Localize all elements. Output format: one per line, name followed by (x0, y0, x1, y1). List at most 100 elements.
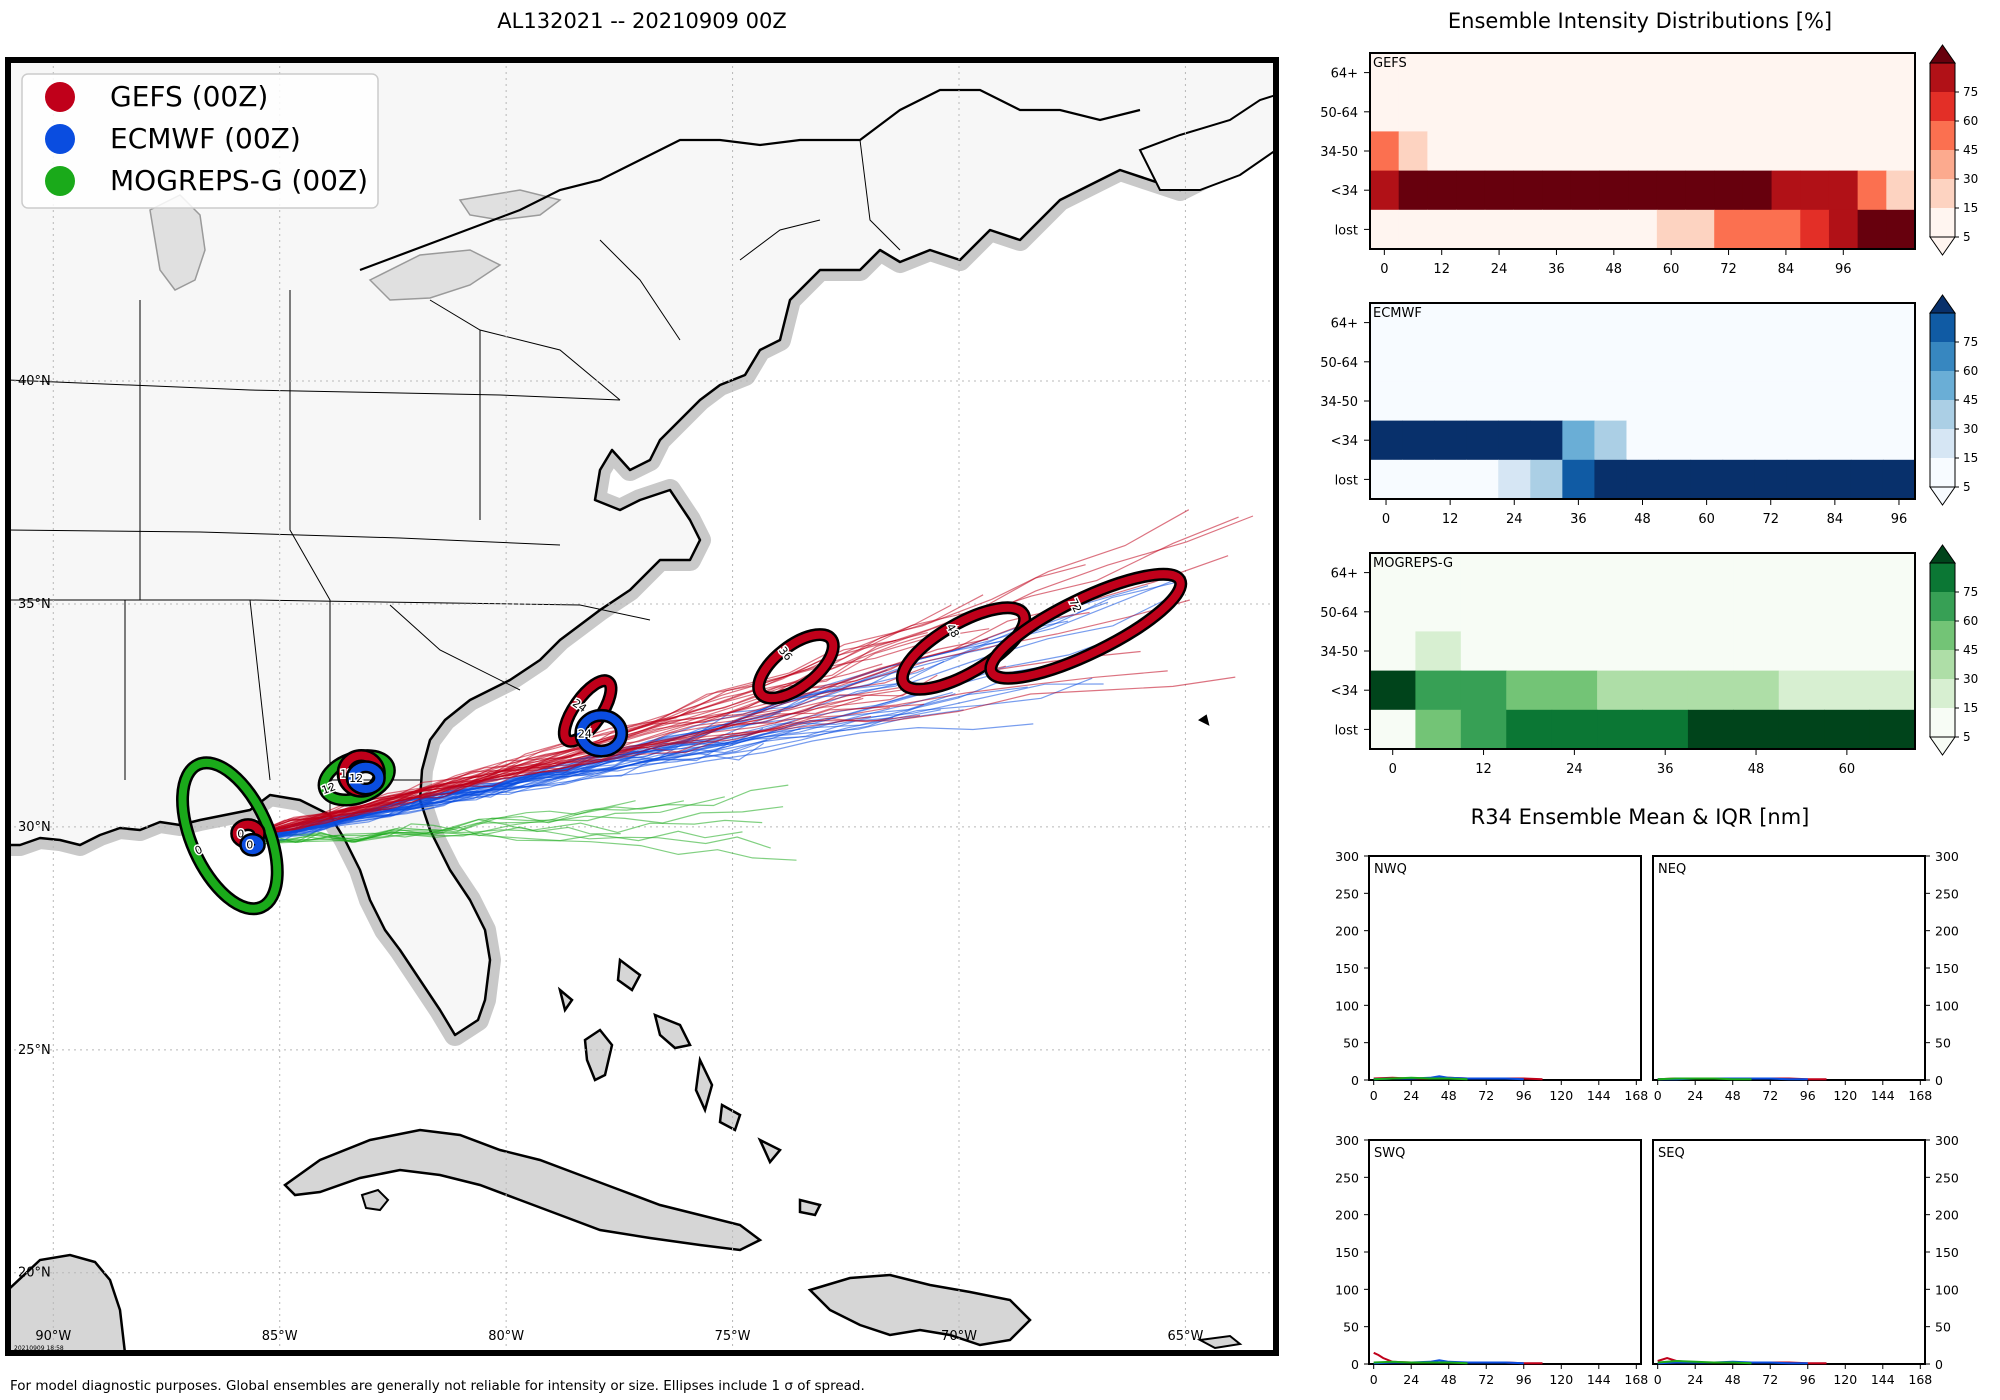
ecmwf-legend-marker (45, 124, 75, 154)
ensemble-member-track (252, 683, 1104, 841)
heatmap-cell (1685, 131, 1715, 172)
heatmap-cell (1562, 303, 1595, 343)
heatmap-cell (1778, 631, 1825, 672)
heatmap-cell (1778, 553, 1825, 593)
heatmap-cell (1754, 303, 1788, 343)
heatmap-cell (1742, 92, 1773, 132)
heatmap-cell (1828, 209, 1859, 250)
heatmap-cell (1869, 592, 1916, 632)
heatmap-cell (1690, 342, 1724, 382)
heatmap-cell (1562, 381, 1595, 422)
heatmap-cell (1597, 553, 1643, 593)
map-title: AL132021 -- 20210909 00Z (497, 9, 786, 33)
heatmap-cell (1886, 53, 1916, 93)
heatmap-cell (1857, 92, 1887, 132)
forecast-hour-label: 0 (1654, 1372, 1662, 1387)
r34-series-line (1373, 1360, 1468, 1365)
colorbar-segment (1930, 400, 1955, 429)
ensemble-member-track (238, 800, 685, 844)
heatmap-cell (1460, 592, 1507, 632)
r34-series-line (1657, 1359, 1752, 1365)
intensity-row-label: 50-64 (1320, 356, 1358, 371)
heatmap-cell (1626, 381, 1660, 422)
heatmap-cell (1869, 670, 1916, 711)
ellipse-hour-label: 0 (246, 839, 253, 852)
heatmap-cell (1886, 170, 1916, 211)
r34-swq-panel[interactable]: SWQ 0 24 48 72 96 120 144 168 0 50 100 150 200 250 300 (1335, 1133, 1648, 1387)
ellipse-hour-label: 12 (320, 780, 338, 797)
heatmap-model-label: ECMWF (1373, 306, 1422, 321)
heatmap-cell (1628, 53, 1658, 93)
mogreps-intensity-panel[interactable]: MOGREPS-G 64+ 50-64 34-50 <34 lost 0 12 24 36 48 60… (1320, 544, 1978, 777)
r34-nwq-panel[interactable]: NWQ 0 24 48 72 96 120 144 168 0 50 100 150 200 250 300 (1335, 849, 1648, 1103)
radius-tick-label: 100 (1935, 998, 1959, 1013)
heatmap-cell (1398, 209, 1428, 250)
heatmap-cell (1733, 670, 1780, 711)
radius-tick-label: 300 (1935, 849, 1959, 864)
heatmap-cell (1628, 92, 1658, 132)
heatmap-cell (1370, 459, 1403, 500)
ellipse-ring (576, 711, 626, 756)
ellipse-hour-label: 12 (349, 772, 363, 785)
gefs-intensity-panel[interactable]: GEFS 64+ 50-64 34-50 <34 lost 0 12 24 36 48 60 72 84 9… (1320, 44, 1978, 277)
lat-tick-label: 30°N (18, 820, 51, 835)
colorbar-segment (1930, 208, 1955, 237)
ensemble-member-track (247, 676, 1236, 837)
forecast-hour-label: 120 (1833, 1088, 1857, 1103)
map-tick-labels: 90°W 85°W 80°W 75°W 70°W 65°W 20°N 25°N 30°N 35°N… (18, 374, 1204, 1344)
heatmap-cell (1427, 170, 1457, 211)
r34-plot-frame (1368, 855, 1642, 1081)
heatmap-cell (1786, 303, 1820, 343)
heatmap-cell (1642, 670, 1689, 711)
forecast-hour-label: 144 (1587, 1372, 1611, 1387)
lat-tick-label: 35°N (18, 597, 51, 612)
cuba (283, 1128, 763, 1252)
heatmap-cell (1714, 53, 1744, 93)
colorbar-segment (1930, 621, 1955, 650)
forecast-hour-label: 24 (1506, 512, 1523, 527)
colorbar-tick-label: 5 (1963, 230, 1971, 244)
r34-series-line (1373, 1076, 1468, 1081)
lat-tick-label: 40°N (18, 374, 51, 389)
heatmap-cell (1656, 131, 1687, 172)
heatmap-cell (1722, 342, 1756, 382)
forecast-hour-label: 60 (1698, 512, 1715, 527)
ellipse-ring (178, 758, 282, 913)
forecast-hour-label: 48 (1441, 1372, 1457, 1387)
ellipse-ring (754, 630, 838, 703)
heatmap-cell (1466, 381, 1499, 422)
ecmwf-intensity-panel[interactable]: ECMWF 64+ 50-64 34-50 <34 lost 0 12 24 36 48 60 72 84… (1320, 294, 1978, 527)
heatmap-cell (1687, 592, 1734, 632)
colorbar-segment (1930, 121, 1955, 150)
heatmap-cell (1597, 709, 1643, 750)
gefs-ellipse-72h: 72 (984, 567, 1188, 685)
colorbar-tick-label: 45 (1963, 643, 1978, 657)
lon-tick-label: 85°W (262, 1329, 298, 1344)
forecast-hour-label: 84 (1827, 512, 1844, 527)
intensity-row-label: 34-50 (1320, 395, 1358, 410)
colorbar-tick-label: 60 (1963, 114, 1978, 128)
heatmap-cell (1687, 670, 1734, 711)
forecast-hour-label: 48 (1606, 262, 1623, 277)
heatmap-cell (1733, 553, 1780, 593)
ellipse-hour-label: 24 (578, 727, 592, 740)
heatmap-cell (1642, 592, 1689, 632)
heatmap-cell (1687, 709, 1734, 750)
heatmap-cell (1800, 209, 1830, 250)
heatmap-cell (1427, 209, 1457, 250)
r34-title: R34 Ensemble Mean & IQR [nm] (1471, 805, 1810, 829)
forecast-hour-label: 96 (1800, 1088, 1816, 1103)
heatmap-cell (1690, 303, 1724, 343)
radius-tick-label: 50 (1343, 1320, 1359, 1335)
radius-tick-label: 0 (1351, 1357, 1359, 1372)
intensity-row-label: lost (1335, 473, 1358, 488)
heatmap-cell (1690, 459, 1724, 500)
heatmap-cell (1506, 709, 1553, 750)
radius-tick-label: 250 (1335, 1170, 1359, 1185)
intensity-row-label: 34-50 (1320, 645, 1358, 660)
lat-tick-label: 25°N (18, 1043, 51, 1058)
heatmap-cell (1530, 381, 1563, 422)
